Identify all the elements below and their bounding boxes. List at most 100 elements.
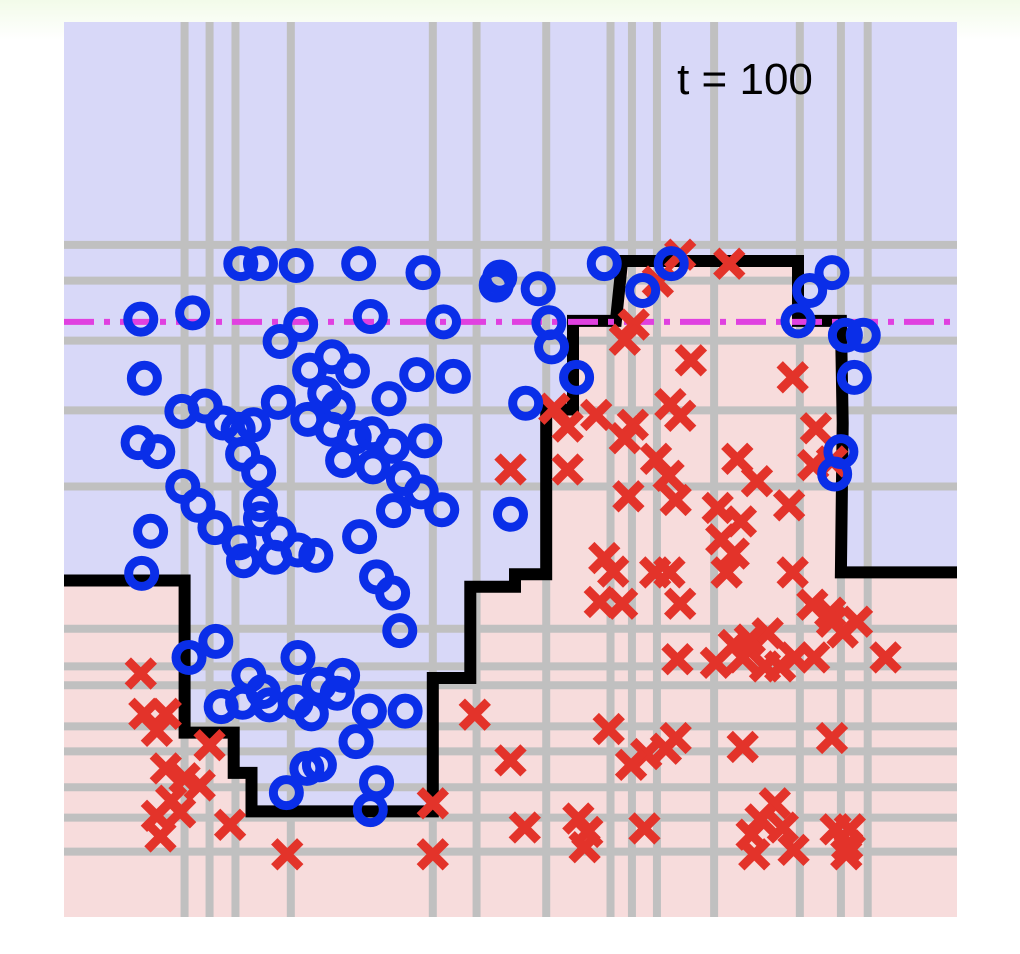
data-point-o — [262, 324, 298, 360]
data-point-o — [653, 246, 689, 282]
data-point-x — [826, 616, 859, 649]
data-point-x — [663, 399, 697, 432]
data-point-o — [197, 510, 233, 546]
data-point-x — [766, 811, 800, 844]
data-point-o — [478, 267, 514, 303]
data-point-o — [586, 246, 622, 282]
data-point-x — [869, 641, 902, 674]
data-point-x — [213, 808, 247, 841]
data-point-o — [836, 359, 872, 395]
data-point-x — [551, 410, 584, 443]
data-point-o — [225, 543, 261, 579]
data-point-o — [338, 724, 374, 760]
data-point-o — [280, 532, 316, 568]
data-point-o — [301, 747, 337, 783]
data-point-x — [183, 769, 216, 802]
data-point-x — [140, 714, 174, 748]
data-point-x — [458, 698, 491, 731]
data-point-o — [124, 555, 160, 591]
data-point-x — [772, 489, 806, 522]
data-point-x — [551, 453, 584, 486]
data-point-x — [568, 831, 601, 864]
points-o-series — [120, 246, 881, 828]
data-point-x — [605, 587, 639, 620]
data-point-o — [387, 693, 423, 729]
data-point-o — [175, 295, 211, 331]
data-point-x — [628, 812, 661, 845]
data-point-o — [283, 307, 319, 343]
data-point-x — [726, 730, 759, 764]
points-x-series — [124, 238, 902, 871]
data-point-o — [133, 513, 169, 549]
data-point-o — [221, 525, 257, 561]
data-point-o — [508, 385, 544, 421]
data-point-x — [659, 483, 692, 517]
data-point-o — [341, 246, 377, 282]
data-point-o — [792, 273, 828, 308]
data-point-x — [799, 412, 833, 445]
data-point-o — [298, 537, 334, 573]
data-point-o — [403, 474, 439, 510]
data-point-o — [351, 693, 387, 729]
data-point-x — [797, 641, 831, 674]
data-point-o — [534, 329, 570, 365]
data-point-x — [494, 453, 527, 486]
data-point-x — [777, 833, 810, 867]
data-point-x — [144, 820, 177, 853]
data-point-o — [235, 407, 271, 443]
data-point-o — [845, 317, 881, 353]
data-point-o — [293, 696, 329, 732]
data-point-o — [260, 384, 296, 420]
time-annotation: t = 100 — [677, 55, 813, 104]
data-point-x — [580, 398, 613, 432]
data-point-o — [334, 353, 370, 389]
data-point-x — [776, 556, 809, 589]
data-point-x — [612, 480, 645, 513]
data-point-o — [817, 456, 853, 492]
data-point-x — [663, 587, 697, 620]
data-point-o — [559, 359, 595, 395]
data-point-o — [242, 246, 278, 282]
data-point-x — [597, 555, 630, 588]
data-point-o — [399, 357, 435, 393]
data-point-o — [123, 301, 159, 337]
data-point-x — [738, 838, 771, 871]
data-point-o — [493, 496, 528, 532]
data-point-o — [814, 255, 850, 291]
data-point-x — [674, 344, 708, 377]
data-point-o — [352, 792, 388, 828]
data-point-o — [407, 423, 443, 459]
data-point-o — [180, 487, 216, 523]
data-point-o — [355, 449, 391, 485]
data-point-x — [416, 838, 449, 871]
data-point-x — [508, 811, 541, 844]
data-point-x — [661, 643, 694, 676]
data-point-x — [713, 247, 746, 280]
data-point-x — [494, 744, 527, 777]
data-point-o — [140, 434, 176, 470]
data-point-o — [405, 255, 441, 291]
data-point-o — [827, 317, 863, 353]
data-point-o — [325, 657, 361, 693]
data-point-x — [776, 361, 809, 394]
data-point-o — [371, 381, 407, 417]
data-point-o — [375, 575, 411, 611]
data-point-o — [625, 273, 661, 308]
data-point-o — [198, 623, 234, 659]
data-point-o — [376, 493, 412, 529]
data-point-o — [242, 486, 278, 522]
data-point-x — [830, 838, 863, 871]
data-point-x — [124, 657, 157, 690]
data-point-o — [171, 639, 207, 675]
data-point-o — [325, 443, 361, 479]
data-point-o — [426, 304, 462, 340]
data-point-x — [592, 712, 625, 746]
data-point-o — [435, 358, 471, 394]
data-point-x — [416, 787, 449, 820]
data-point-o — [278, 247, 314, 283]
data-point-x — [710, 556, 743, 589]
data-point-x — [699, 646, 733, 680]
data-point-x — [614, 748, 648, 782]
data-point-o — [245, 673, 281, 709]
